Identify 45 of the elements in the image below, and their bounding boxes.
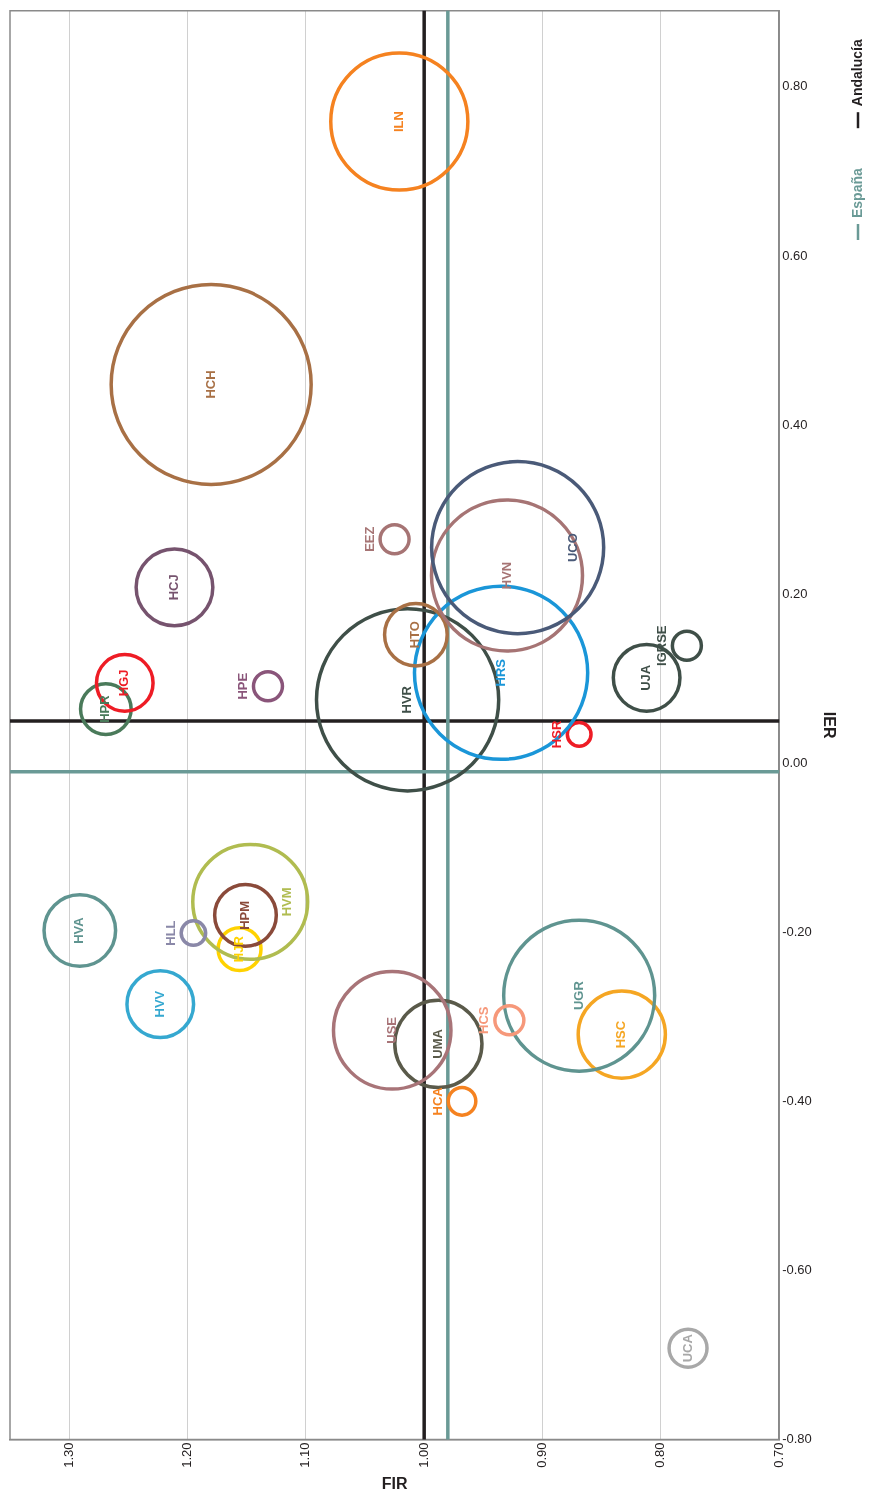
y-axis-title: IER [820, 711, 838, 739]
text: HLL [162, 920, 178, 946]
text: HVA [71, 916, 87, 944]
y-tick-label: -0.60 [782, 1262, 812, 1277]
x-tick-label: 1.10 [297, 1442, 313, 1468]
x-axis-title: FIR [381, 1474, 408, 1492]
text: HVM [279, 887, 295, 917]
text: HJR [231, 935, 247, 963]
text: HPM [237, 900, 253, 930]
x-tick-label: 0.90 [534, 1442, 550, 1468]
text: HCS [476, 1006, 492, 1034]
text: HTO [407, 621, 423, 649]
text: HRS [492, 658, 508, 687]
text: HSR [548, 720, 564, 749]
x-tick-label: 1.20 [179, 1442, 195, 1468]
text: UJA [638, 664, 654, 691]
y-tick-label: -0.20 [782, 923, 812, 939]
y-tick-label: 0.20 [782, 585, 808, 601]
x-tick-label: 0.80 [652, 1442, 668, 1468]
text: UMA [429, 1028, 445, 1059]
text: HVN [498, 561, 514, 590]
text: HVR [399, 685, 415, 714]
y-tick-label: 0.60 [782, 247, 808, 263]
text: HPR [97, 694, 113, 723]
text: HCJ [166, 574, 182, 601]
text: UGR [570, 980, 586, 1011]
x-tick-label: 1.00 [415, 1442, 431, 1468]
ref-line-label: Andalucía [848, 39, 865, 107]
x-tick-label: 1.30 [60, 1442, 76, 1468]
y-tick-label: -0.40 [782, 1092, 812, 1108]
text: HGJ [116, 669, 132, 697]
text: HSC [613, 1020, 629, 1049]
text: UCO [565, 533, 581, 563]
text: HCH [202, 370, 218, 399]
y-tick-label: 0.80 [782, 78, 808, 94]
text: HCA [429, 1086, 445, 1116]
ref-line-label: España [848, 167, 865, 218]
text: ILN [390, 111, 406, 133]
y-tick-label: 0.00 [782, 754, 808, 770]
y-tick-label: 0.40 [782, 416, 808, 432]
text: USE [383, 1016, 399, 1044]
text: UCA [679, 1333, 695, 1363]
text: HPE [235, 672, 251, 700]
text: HVV [151, 990, 167, 1018]
text: EEZ [361, 526, 377, 552]
